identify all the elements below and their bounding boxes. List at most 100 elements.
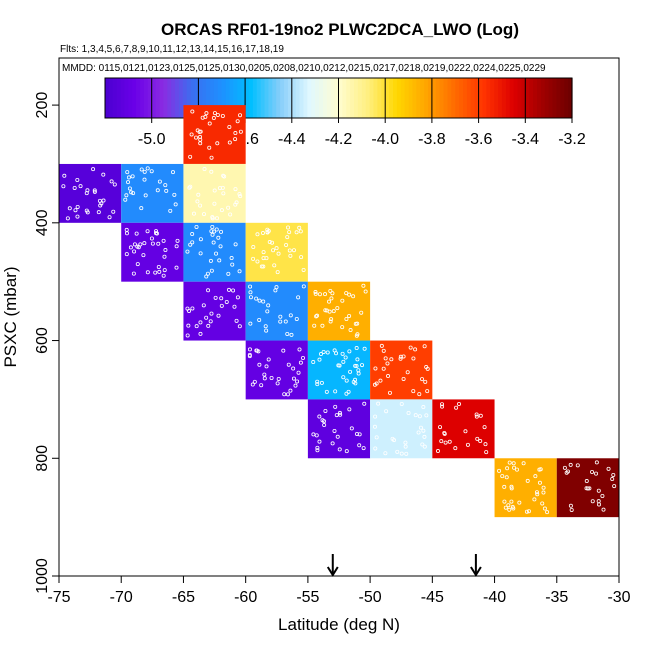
colorbar-segment [474,78,480,118]
scatter-points [61,109,617,515]
data-point [323,308,328,313]
data-point [210,225,215,230]
data-point [424,413,429,418]
data-point [124,252,129,257]
data-point [188,242,193,247]
data-point [296,295,301,300]
data-point [75,214,80,219]
data-point [296,370,301,375]
colorbar-segment [435,78,441,118]
data-point [161,238,166,243]
x-tick-label: -50 [359,589,382,606]
colorbar-segment [287,78,293,118]
data-point [271,248,276,253]
data-point [267,240,272,245]
colorbar-segment [486,78,491,118]
colorbar-segment [377,78,382,118]
data-point [233,187,238,192]
data-point [264,328,269,333]
colorbar-segment [389,78,394,118]
data-point [142,241,147,246]
data-point [347,313,352,318]
x-axis-label: Latitude (deg N) [278,615,400,634]
colorbar-tick-label: -5.0 [138,131,166,148]
colorbar-segment [229,78,235,118]
colorbar-segment [171,78,176,118]
data-point [255,232,260,237]
plot-frame [58,57,620,577]
data-point [224,299,229,304]
colorbar-segment [334,78,340,118]
data-point [265,230,270,235]
data-point [198,331,203,336]
data-point [347,292,352,297]
data-point [509,499,514,504]
data-point [161,273,166,278]
data-point [190,240,195,245]
data-point [457,401,462,406]
data-point [65,216,70,221]
data-point [440,404,445,409]
data-point [195,199,200,204]
data-point [276,376,281,381]
data-point [131,191,136,196]
data-point [330,291,335,296]
data-point [229,256,234,261]
data-point [526,509,531,514]
data-point [299,255,304,260]
data-point [387,390,392,395]
data-point [404,451,409,456]
data-point [356,368,361,373]
data-point [475,436,480,441]
colorbar-segment [322,78,328,118]
data-point [262,372,267,377]
data-point [319,380,324,385]
colorbar-segment [315,78,320,118]
colorbar-segment [194,78,199,118]
data-point [190,109,195,114]
data-point [285,235,290,240]
colorbar-segment [202,78,207,118]
data-point [596,499,601,504]
data-point [247,347,252,352]
data-point [210,216,215,221]
data-point [233,242,238,247]
colorbar-segment [350,78,355,118]
data-point [538,467,543,472]
data-point [360,363,365,368]
data-point [594,471,599,476]
data-point [311,432,316,437]
data-point [568,503,573,508]
data-point [403,440,408,445]
data-point [478,413,483,418]
colorbar-segment [478,78,484,118]
data-point [219,296,224,301]
data-point [85,188,90,193]
data-point [421,428,426,433]
data-point [442,431,447,436]
data-point [301,284,306,289]
data-point [72,185,77,190]
data-point [189,132,194,137]
data-point [261,256,266,261]
data-point [124,231,129,236]
data-point [216,235,221,240]
data-point [204,274,209,279]
colorbar-segment [369,78,375,118]
data-point [198,137,203,142]
data-point [331,309,336,314]
data-point [533,474,538,479]
data-point [170,170,175,175]
colorbar-segment [225,78,231,118]
data-point [212,201,217,206]
data-point [439,439,444,444]
data-point [585,486,590,491]
colorbar-segment [105,78,110,118]
colorbar-segment [354,78,359,118]
x-tick-label: -45 [421,589,444,606]
data-point [505,466,510,471]
data-point [287,230,292,235]
data-point [411,356,416,361]
colorbar-segment [330,78,336,118]
data-point [385,361,390,366]
